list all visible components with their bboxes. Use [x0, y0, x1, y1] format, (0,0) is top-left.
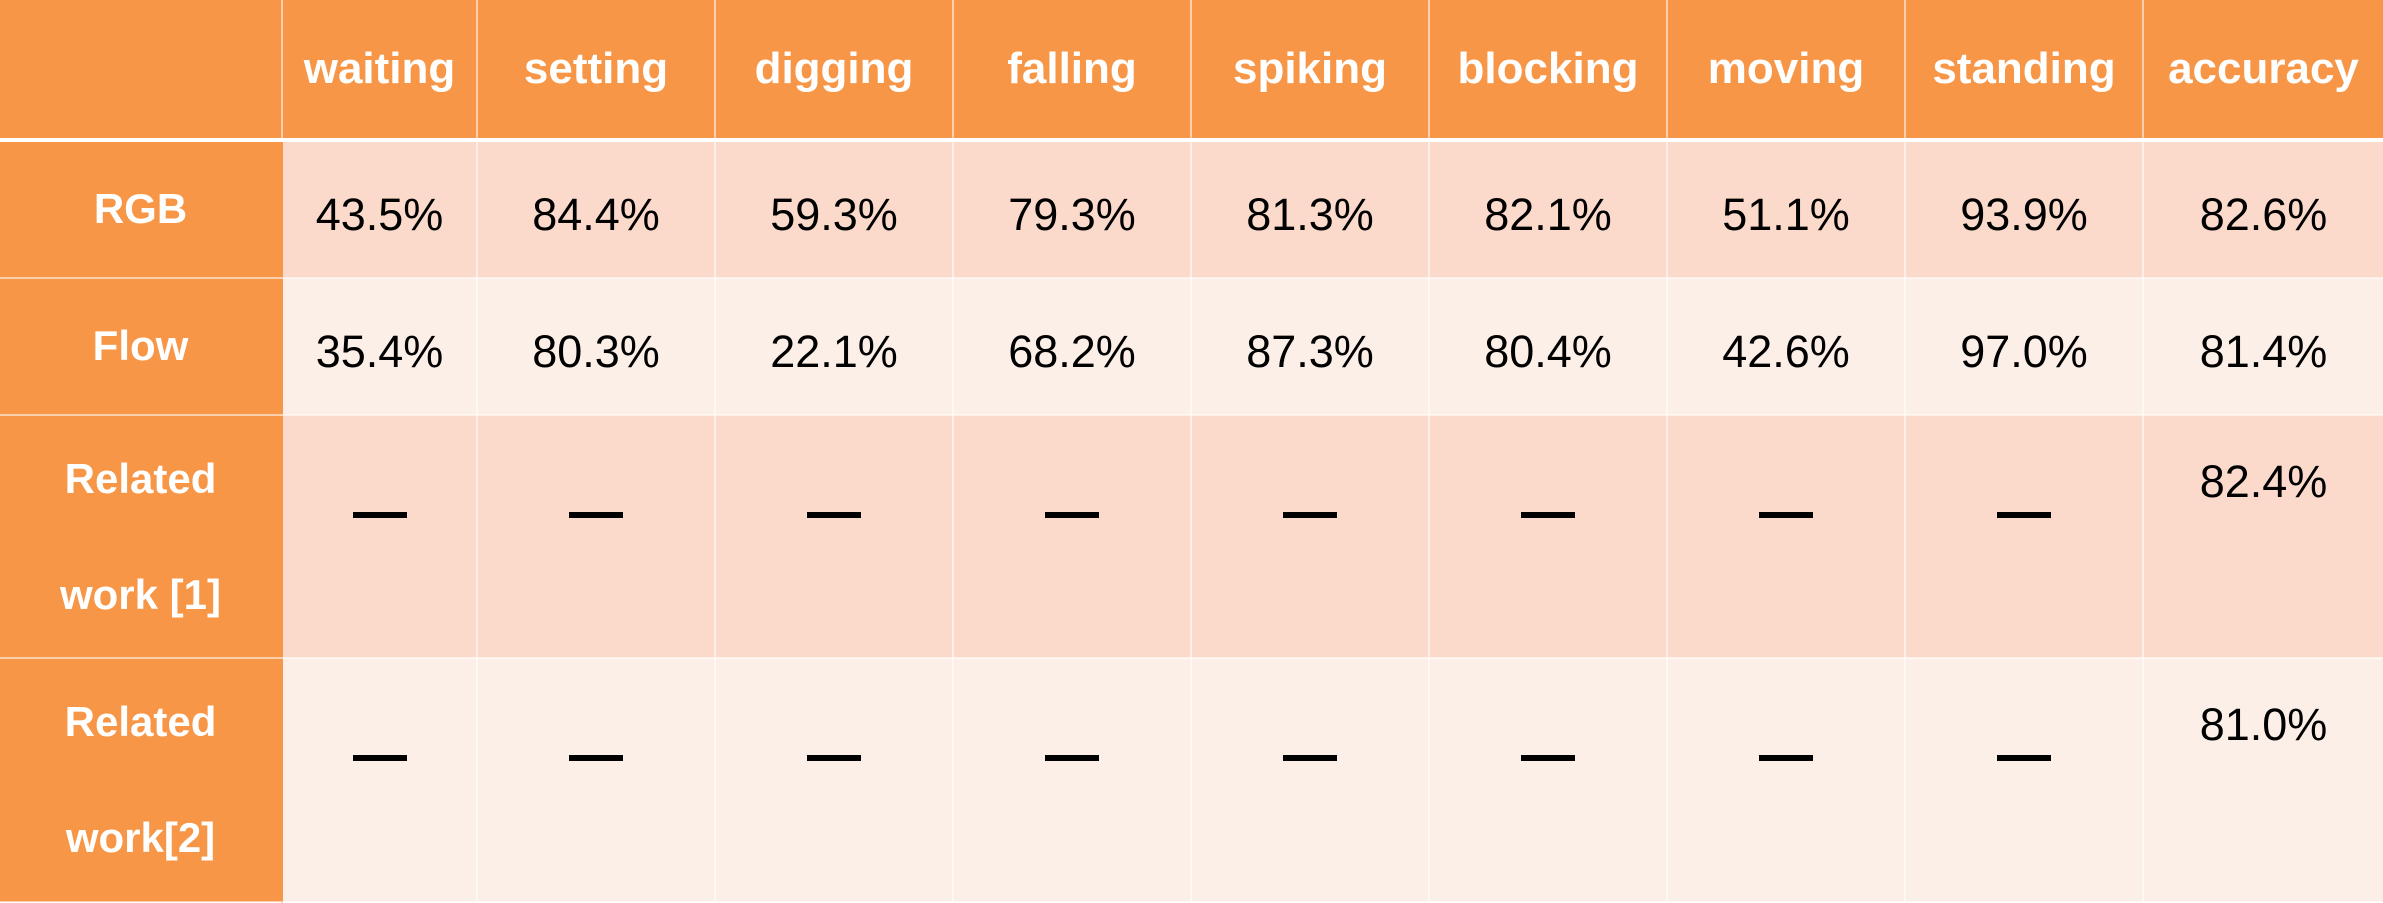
col-header-spiking: spiking — [1191, 0, 1430, 143]
row-label-line: Related — [64, 698, 217, 746]
table-cell: 79.3% — [953, 140, 1192, 279]
table-cell — [1905, 414, 2144, 660]
dash-placeholder — [1045, 511, 1099, 518]
table-cell: 93.9% — [1905, 140, 2144, 279]
table-cell-accuracy: 82.6% — [2143, 140, 2383, 279]
table-cell: 87.3% — [1191, 277, 1430, 416]
table-row-rgb: RGB 43.5% 84.4% 59.3% 79.3% 81.3% 82.1% … — [0, 140, 2383, 279]
table-cell — [715, 658, 954, 903]
dash-placeholder — [1997, 755, 2051, 762]
table-cell: 81.3% — [1191, 140, 1430, 279]
table-cell: 80.4% — [1429, 277, 1668, 416]
dash-placeholder — [1283, 755, 1337, 762]
header-row: waiting setting digging falling spiking … — [0, 0, 2383, 143]
dash-placeholder — [569, 511, 623, 518]
table-cell: 68.2% — [953, 277, 1192, 416]
table-cell — [953, 414, 1192, 660]
accuracy-value: 81.0% — [2199, 699, 2328, 751]
table-cell — [1191, 414, 1430, 660]
table-cell — [282, 658, 478, 903]
table-cell: 59.3% — [715, 140, 954, 279]
row-label-rgb: RGB — [0, 140, 283, 279]
dash-placeholder — [807, 755, 861, 762]
row-label-line: Related — [64, 454, 217, 502]
table-cell: 80.3% — [477, 277, 716, 416]
row-label-line: work[2] — [65, 814, 216, 862]
table-cell — [1667, 658, 1906, 903]
dash-placeholder — [1521, 511, 1575, 518]
row-label-flow: Flow — [0, 277, 283, 416]
table-cell: 22.1% — [715, 277, 954, 416]
row-label-line: work [1] — [59, 570, 222, 618]
col-header-blocking: blocking — [1429, 0, 1668, 143]
table-row-related-work-1: Related work [1] 82.4% — [0, 414, 2383, 660]
table-cell-accuracy: 81.4% — [2143, 277, 2383, 416]
table-cell: 82.1% — [1429, 140, 1668, 279]
table-cell — [1905, 658, 2144, 903]
table-cell — [477, 414, 716, 660]
table-row-related-work-2: Related work[2] 81.0% — [0, 658, 2383, 903]
row-label-related-work-2: Related work[2] — [0, 658, 283, 903]
dash-placeholder — [807, 511, 861, 518]
table-cell — [1667, 414, 1906, 660]
table-cell-accuracy: 81.0% — [2143, 658, 2383, 903]
table-cell — [1429, 414, 1668, 660]
table-cell: 35.4% — [282, 277, 478, 416]
col-header-standing: standing — [1905, 0, 2144, 143]
table-cell: 51.1% — [1667, 140, 1906, 279]
table-row-flow: Flow 35.4% 80.3% 22.1% 68.2% 87.3% 80.4%… — [0, 277, 2383, 416]
col-header-setting: setting — [477, 0, 716, 143]
table-cell: 84.4% — [477, 140, 716, 279]
table-cell — [1429, 658, 1668, 903]
corner-cell — [0, 0, 283, 143]
table-cell: 97.0% — [1905, 277, 2144, 416]
table-cell — [953, 658, 1192, 903]
col-header-digging: digging — [715, 0, 954, 143]
table-cell — [715, 414, 954, 660]
dash-placeholder — [352, 755, 407, 762]
table-cell — [477, 658, 716, 903]
table-cell: 42.6% — [1667, 277, 1906, 416]
dash-placeholder — [1759, 511, 1813, 518]
table-cell: 43.5% — [282, 140, 478, 279]
table-cell — [282, 414, 478, 660]
dash-placeholder — [569, 755, 623, 762]
col-header-falling: falling — [953, 0, 1192, 143]
dash-placeholder — [1759, 755, 1813, 762]
col-header-accuracy: accuracy — [2143, 0, 2383, 143]
col-header-waiting: waiting — [282, 0, 478, 143]
dash-placeholder — [1283, 511, 1337, 518]
dash-placeholder — [1045, 755, 1099, 762]
row-label-related-work-1: Related work [1] — [0, 414, 283, 660]
col-header-moving: moving — [1667, 0, 1906, 143]
accuracy-value: 82.4% — [2199, 455, 2328, 507]
dash-placeholder — [352, 511, 407, 518]
table-cell — [1191, 658, 1430, 903]
table-cell-accuracy: 82.4% — [2143, 414, 2383, 660]
dash-placeholder — [1997, 511, 2051, 518]
dash-placeholder — [1521, 755, 1575, 762]
